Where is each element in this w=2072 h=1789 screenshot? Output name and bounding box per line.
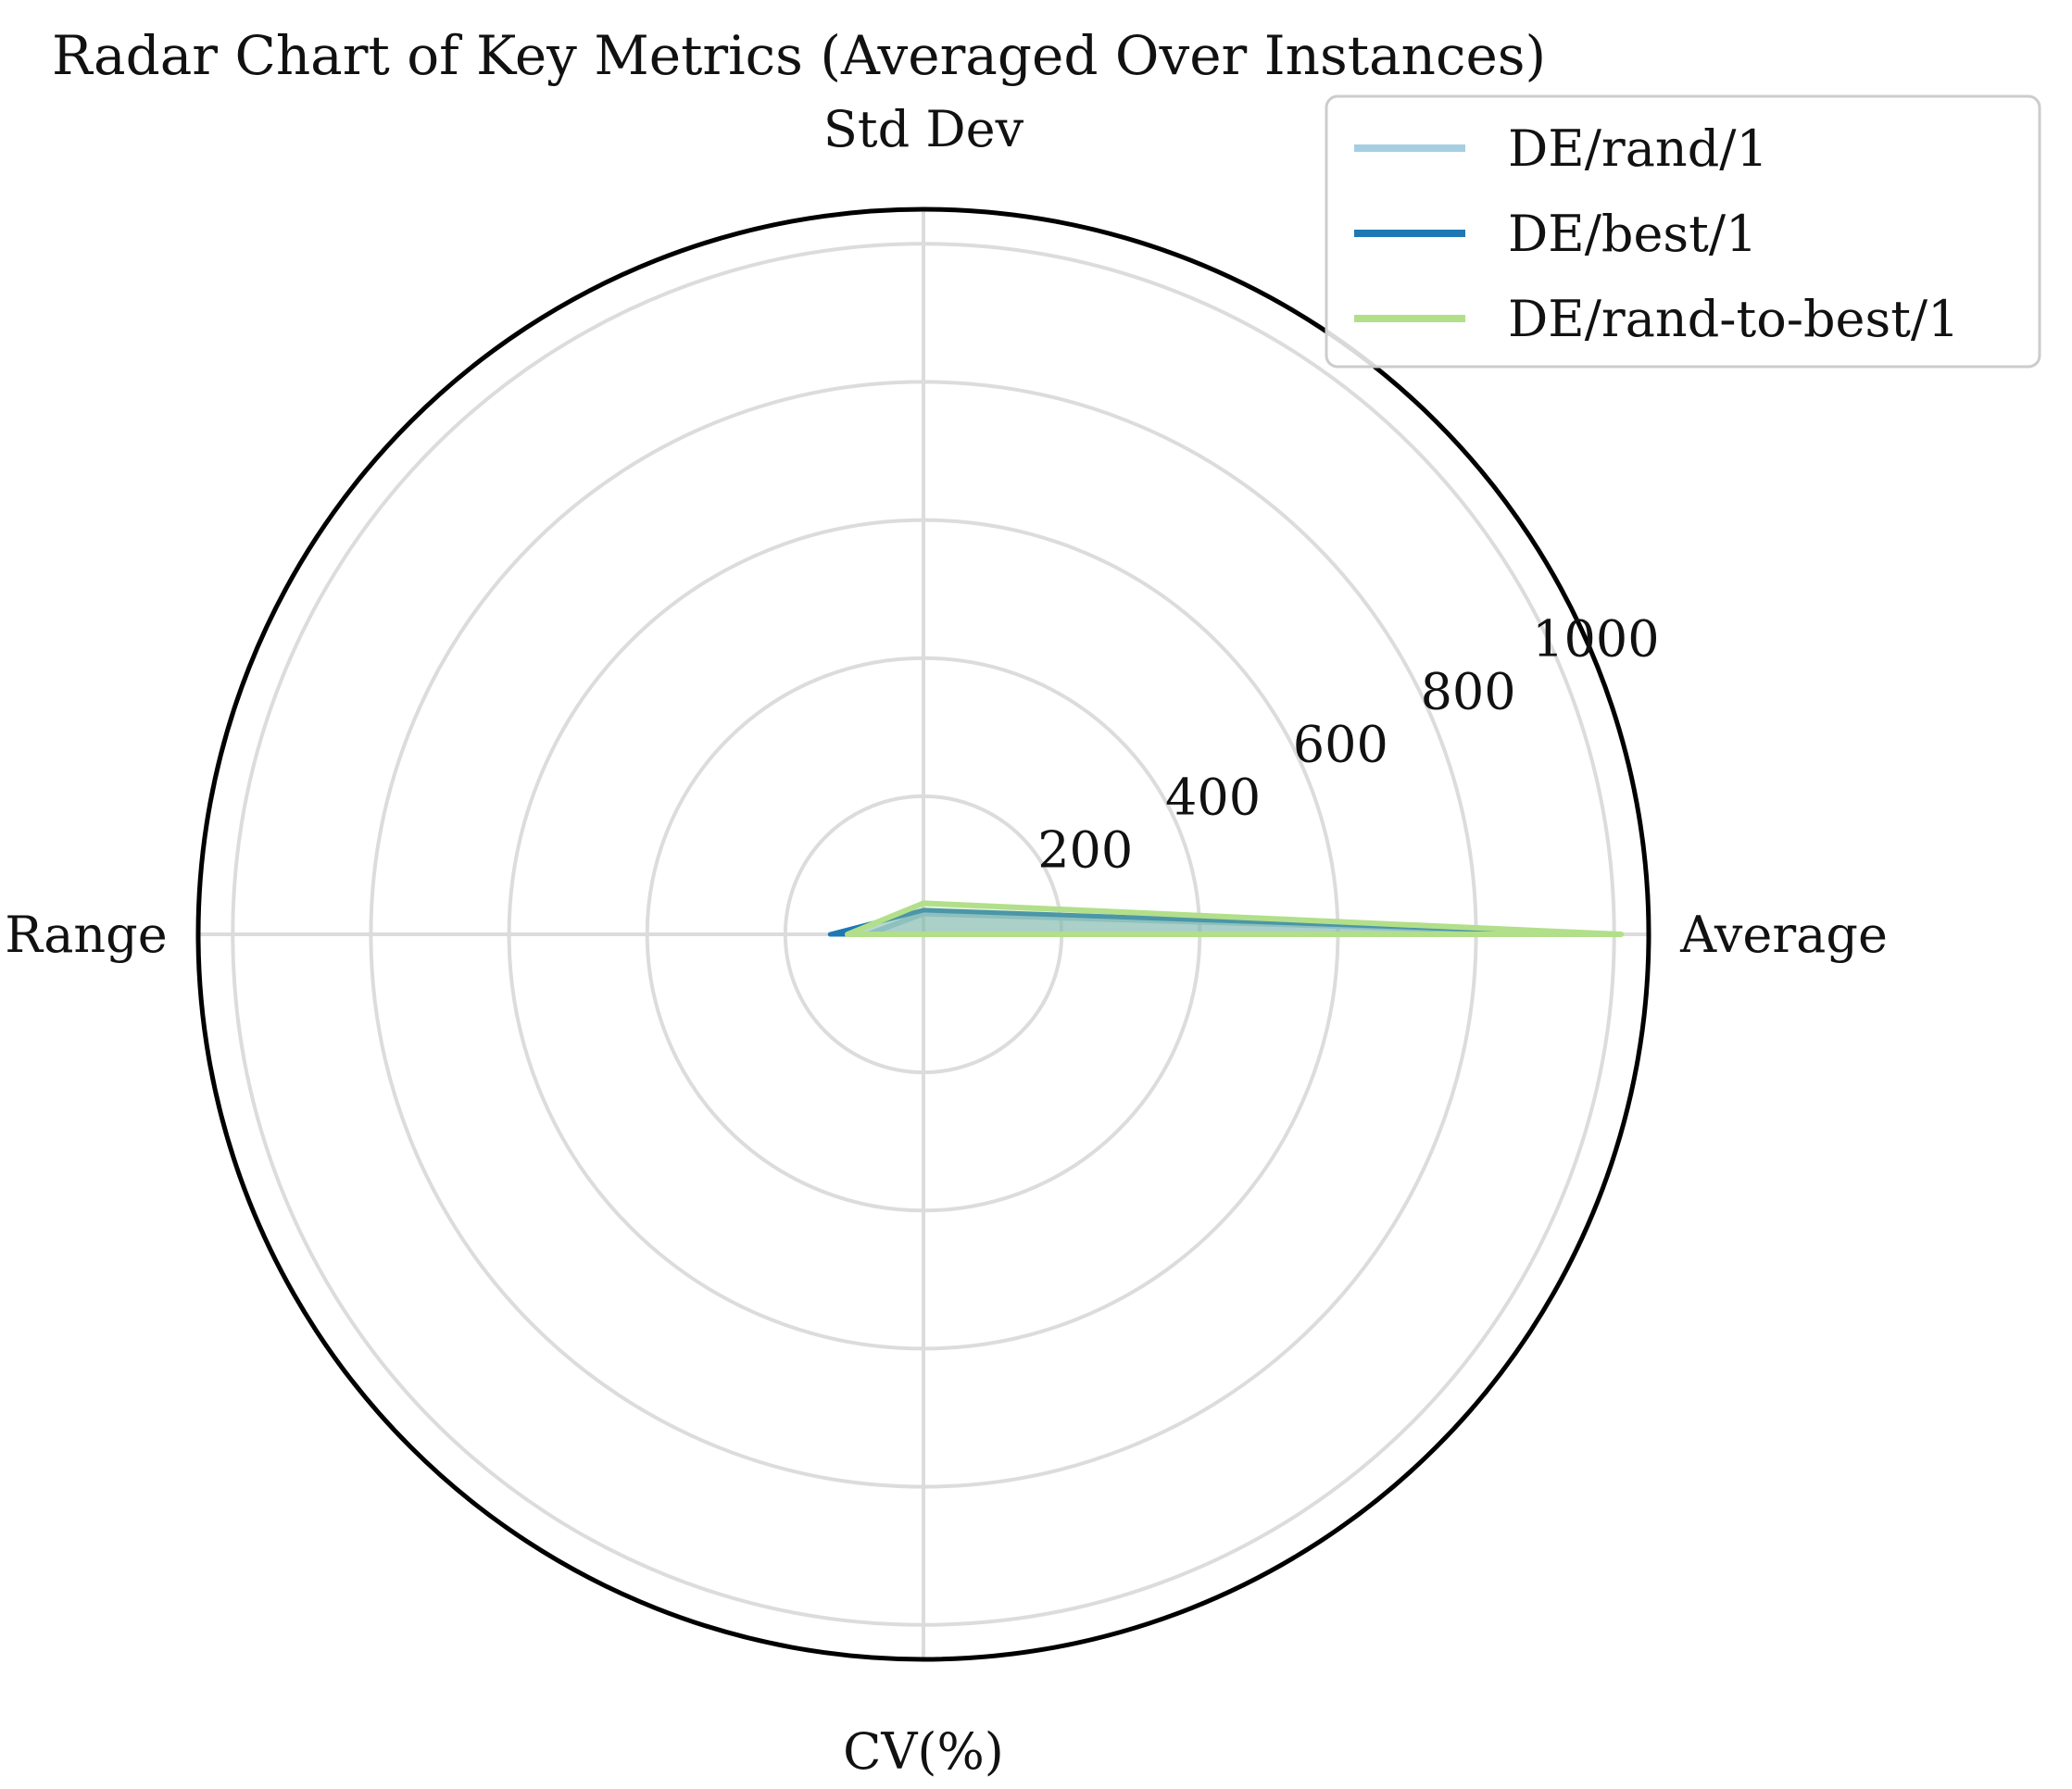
- axis-label-range: Range: [5, 906, 167, 964]
- legend-box: [1325, 94, 2041, 369]
- radar-frame: [195, 206, 1651, 1662]
- r-tick-label: 600: [1293, 715, 1388, 773]
- legend-label-de-best-1: DE/best/1: [1508, 205, 1757, 263]
- axis-label-average: Average: [1679, 906, 1888, 964]
- outer-frame: [195, 206, 1651, 1662]
- chart-title: Radar Chart of Key Metrics (Averaged Ove…: [52, 24, 1546, 87]
- r-tick-label: 400: [1165, 769, 1261, 827]
- axis-label-cv-: CV(%): [843, 1722, 1004, 1781]
- legend: DE/rand/1 DE/best/1 DE/rand-to-best/1: [1325, 94, 2041, 369]
- r-tick-label: 800: [1421, 662, 1516, 720]
- radial-tick-labels: 200 400 600 800 1000: [1037, 609, 1659, 879]
- r-tick-label: 1000: [1532, 609, 1659, 668]
- r-tick-label: 200: [1037, 821, 1133, 880]
- series-de-rand-to-best-1-line: [845, 900, 1625, 937]
- axis-labels: Average Std Dev Range CV(%): [5, 100, 1888, 1781]
- legend-label-de-rand-to-best-1: DE/rand-to-best/1: [1508, 290, 1959, 348]
- axis-label-std-dev: Std Dev: [823, 100, 1024, 158]
- radar-series: [827, 900, 1625, 937]
- legend-label-de-rand-1: DE/rand/1: [1508, 119, 1768, 178]
